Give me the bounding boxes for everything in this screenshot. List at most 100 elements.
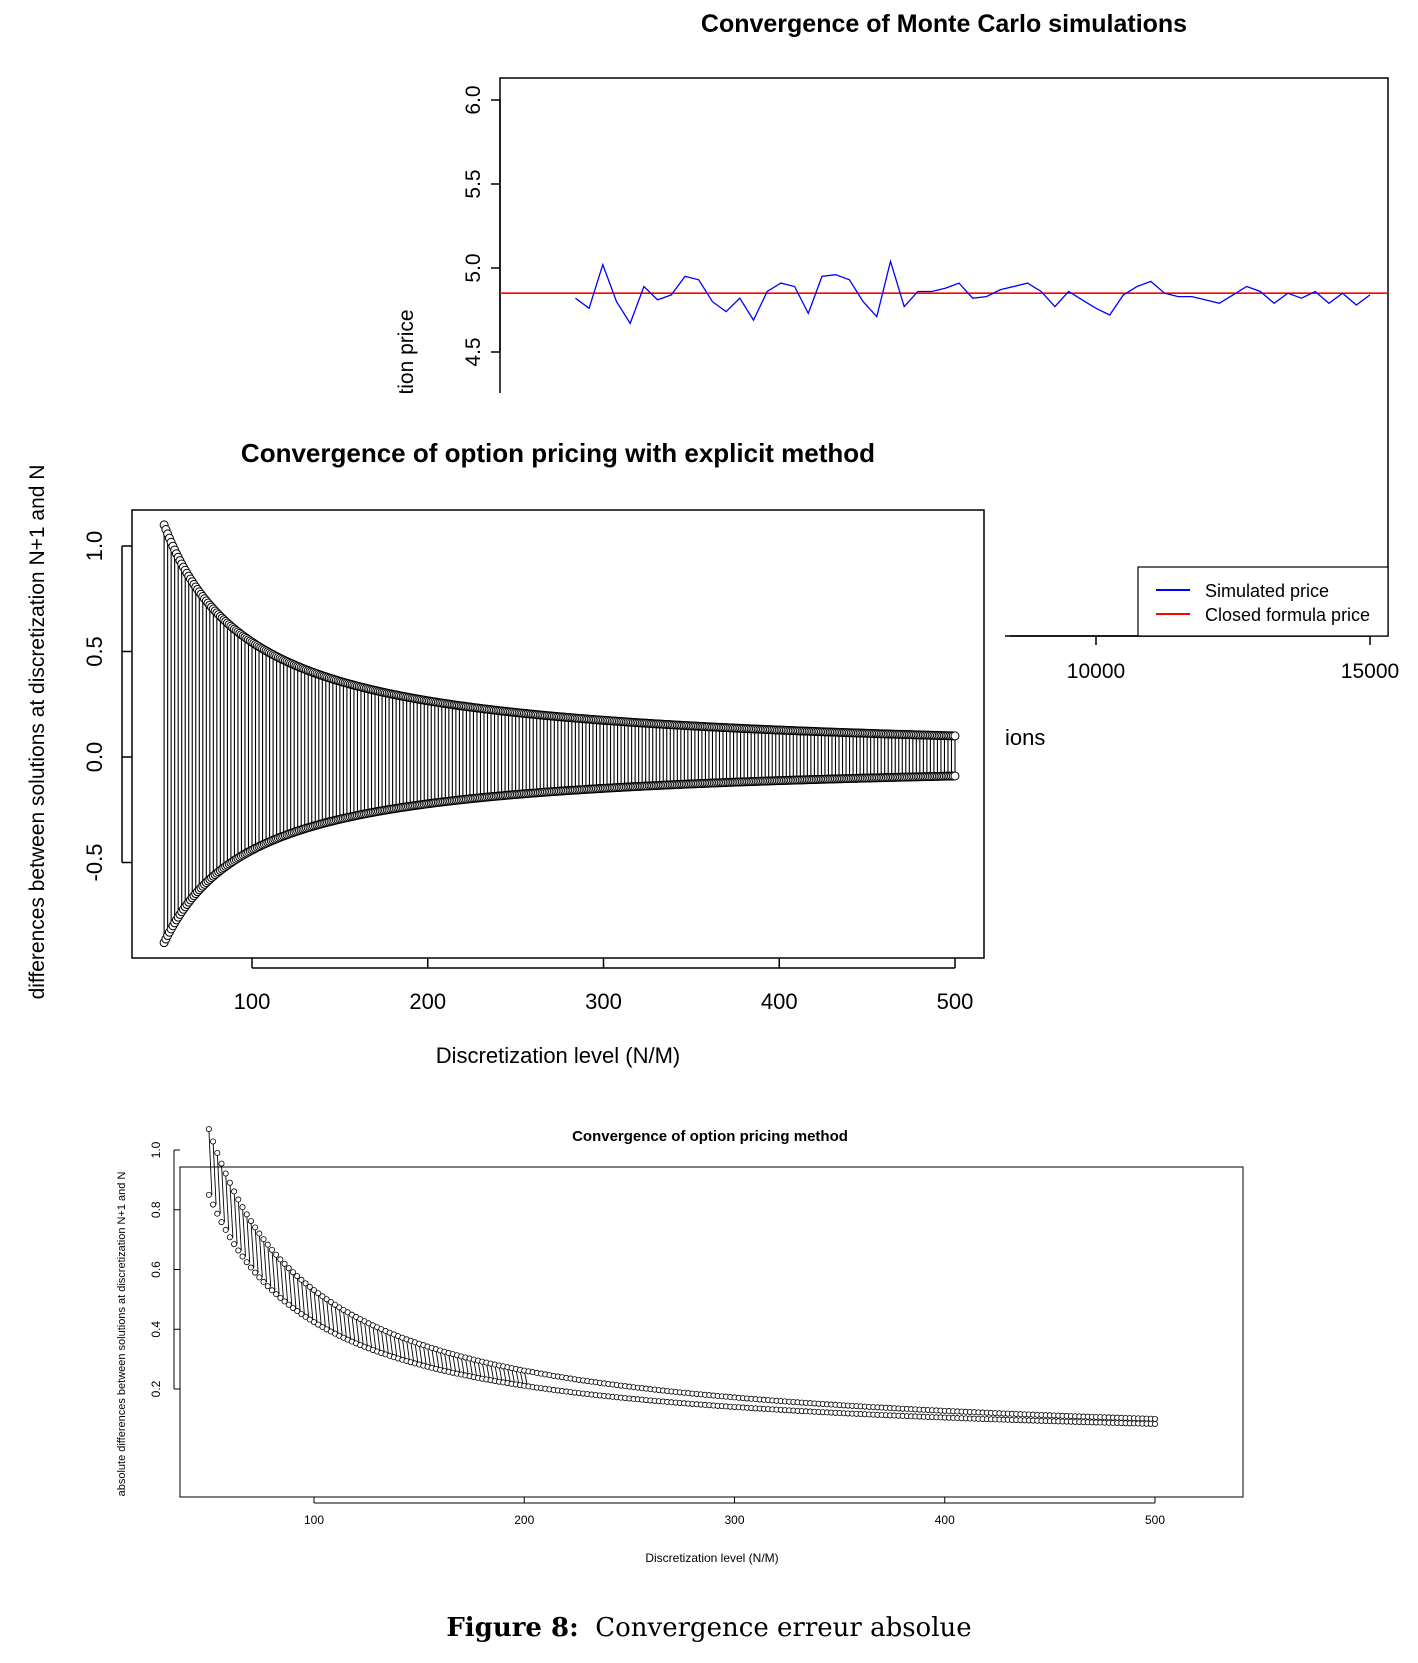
explicit-method-chart: Convergence of option pricing with expli… <box>26 438 985 1068</box>
absolute-point-upper <box>273 1251 280 1258</box>
absolute-connector <box>452 1354 457 1373</box>
absolute-connector <box>321 1296 326 1328</box>
absolute-point-lower <box>260 1278 267 1285</box>
absolute-connector <box>271 1249 276 1291</box>
absolute-connector <box>355 1316 360 1344</box>
absolute-point-upper <box>323 1296 330 1303</box>
absolute-point-lower <box>302 1313 309 1320</box>
absolute-point-upper <box>247 1218 254 1225</box>
absolute-point-lower <box>268 1287 275 1294</box>
absolute-point-upper <box>277 1256 284 1263</box>
mc-legend: Simulated price Closed formula price <box>1137 566 1389 637</box>
absolute-y-tick-label: 0.4 <box>149 1321 163 1338</box>
explicit-x-tick-label: 200 <box>409 989 446 1014</box>
absolute-x-tick-label: 400 <box>935 1513 955 1527</box>
explicit-plot-frame <box>131 509 985 959</box>
mc-x-tick-label: 15000 <box>1341 660 1399 683</box>
explicit-point-lower <box>950 771 960 781</box>
absolute-point-lower <box>222 1226 229 1233</box>
absolute-point-upper <box>226 1179 233 1186</box>
mc-x-tick-label: 10000 <box>1067 660 1125 683</box>
absolute-connector <box>263 1239 267 1282</box>
mc-title: Convergence of Monte Carlo simulations <box>701 10 1187 38</box>
absolute-point-lower <box>273 1291 280 1298</box>
absolute-connector <box>427 1346 431 1367</box>
absolute-connector <box>359 1319 364 1346</box>
absolute-point-upper <box>210 1138 217 1145</box>
mc-legend-box <box>1137 566 1389 637</box>
absolute-connector <box>275 1254 280 1295</box>
absolute-connector <box>317 1293 322 1325</box>
explicit-y-tick-label: 1.0 <box>82 531 107 562</box>
mc-x-axis: 10000 15000 <box>1010 635 1399 683</box>
absolute-connector <box>431 1347 436 1368</box>
simulated-price-line <box>575 258 1371 325</box>
absolute-difference-chart: Convergence of option pricing method 0.2… <box>116 1126 1244 1565</box>
absolute-connector <box>368 1323 373 1349</box>
absolute-connector <box>456 1355 461 1374</box>
absolute-point-upper <box>235 1196 242 1203</box>
absolute-point-lower <box>243 1259 250 1266</box>
absolute-connector <box>212 1141 217 1205</box>
absolute-point-upper <box>231 1188 238 1195</box>
explicit-y-tick-label: -0.5 <box>82 844 107 882</box>
absolute-series <box>205 1126 1159 1427</box>
absolute-point-lower <box>239 1253 246 1260</box>
absolute-connector <box>309 1286 314 1320</box>
absolute-point-upper <box>319 1293 326 1300</box>
absolute-y-tick-label: 0.2 <box>149 1380 163 1397</box>
absolute-connector <box>376 1327 381 1352</box>
absolute-y-tick-label: 0.6 <box>149 1261 163 1278</box>
explicit-x-tick-label: 400 <box>761 989 798 1014</box>
absolute-point-lower <box>285 1301 292 1308</box>
legend-closed-formula-label: Closed formula price <box>1205 605 1370 625</box>
absolute-x-tick-label: 200 <box>514 1513 534 1527</box>
absolute-point-upper <box>298 1276 305 1283</box>
absolute-connector <box>237 1199 242 1251</box>
absolute-point-upper <box>281 1260 288 1267</box>
absolute-point-upper <box>243 1211 250 1218</box>
absolute-point-upper <box>315 1290 322 1297</box>
absolute-connector <box>258 1233 263 1278</box>
mc-y-axis: 4.5 5.0 5.5 6.0 <box>462 85 501 367</box>
absolute-connector <box>233 1191 238 1245</box>
absolute-point-upper <box>306 1283 313 1290</box>
absolute-connector <box>330 1301 335 1332</box>
absolute-connector <box>292 1272 297 1309</box>
absolute-connector <box>364 1321 368 1347</box>
absolute-connector <box>347 1312 352 1340</box>
absolute-point-lower <box>226 1234 233 1241</box>
absolute-point-lower <box>247 1264 254 1271</box>
absolute-connector <box>250 1221 255 1268</box>
absolute-connector <box>464 1357 469 1376</box>
explicit-x-tick-label: 300 <box>585 989 622 1014</box>
absolute-x-tick-label: 100 <box>304 1513 324 1527</box>
absolute-connector <box>435 1349 440 1369</box>
absolute-point-lower <box>235 1247 242 1254</box>
explicit-panel-background <box>0 393 1005 1093</box>
absolute-connector <box>406 1339 410 1362</box>
absolute-point-lower <box>214 1210 221 1217</box>
absolute-plot-frame <box>179 1166 1244 1498</box>
absolute-point-lower <box>256 1274 263 1281</box>
absolute-point-upper <box>268 1246 275 1253</box>
explicit-x-tick-label: 100 <box>234 989 271 1014</box>
absolute-point-lower <box>210 1201 217 1208</box>
absolute-point-lower <box>264 1283 271 1290</box>
absolute-connector <box>225 1173 230 1230</box>
absolute-connector <box>380 1329 385 1354</box>
explicit-x-axis: 100 200 300 400 500 <box>234 958 973 1014</box>
absolute-x-axis: 100 200 300 400 500 <box>304 1497 1165 1527</box>
absolute-connector <box>288 1268 293 1305</box>
absolute-connector <box>439 1350 444 1370</box>
mc-y-tick-label: 4.5 <box>462 337 485 366</box>
absolute-point-upper <box>332 1301 339 1308</box>
absolute-connector <box>326 1299 331 1330</box>
absolute-point-upper <box>205 1126 212 1133</box>
absolute-point-lower <box>252 1269 259 1276</box>
monte-carlo-chart: Convergence of Monte Carlo simulations 4… <box>395 10 1399 750</box>
absolute-point-upper <box>327 1299 334 1306</box>
absolute-connector <box>300 1279 305 1315</box>
absolute-point-lower <box>281 1298 288 1305</box>
absolute-connector <box>401 1337 406 1360</box>
